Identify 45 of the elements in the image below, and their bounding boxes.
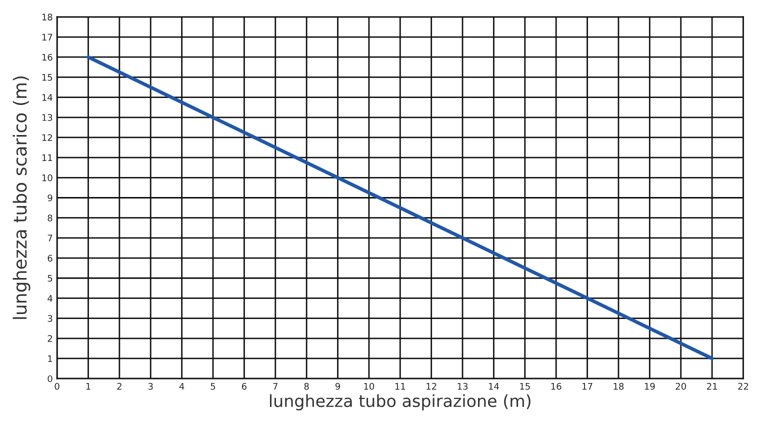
x-tick-label: 1 [86, 383, 90, 390]
x-tick-label: 8 [304, 382, 309, 390]
x-tick-label: 15 [520, 383, 530, 390]
y-axis-title: lunghezza tubo scarico (m) [12, 76, 30, 319]
x-tick-label: 10 [364, 382, 374, 390]
y-tick-label: 17 [42, 34, 52, 40]
x-tick-label: 17 [582, 383, 592, 390]
x-tick-label: 6 [242, 382, 246, 390]
y-tick-label: 0 [48, 375, 52, 382]
x-tick-label: 22 [738, 382, 748, 390]
x-tick-label: 7 [273, 383, 278, 390]
y-tick-label: 12 [42, 134, 52, 141]
y-tick-label: 2 [48, 335, 52, 342]
x-tick-label: 2 [117, 382, 122, 390]
y-tick-label: 7 [48, 234, 52, 242]
y-tick-label: 5 [48, 274, 52, 282]
x-tick-label: 4 [179, 383, 184, 390]
line-series [86, 55, 714, 360]
y-tick-label: 9 [48, 194, 52, 202]
y-tick-label: 1 [48, 355, 52, 362]
y-tick-label: 18 [42, 14, 52, 20]
y-tick-label: 6 [48, 254, 52, 262]
x-tick-label: 21 [706, 382, 717, 390]
y-tick-label: 16 [42, 54, 52, 61]
y-tick-label: 13 [42, 114, 52, 121]
y-tick-label: 4 [48, 295, 52, 302]
x-tick-label: 12 [426, 382, 436, 390]
y-tick-label: 14 [42, 94, 52, 101]
x-tick-label: 16 [551, 382, 562, 390]
x-tick-label: 5 [210, 383, 216, 390]
x-tick-label: 11 [395, 383, 406, 390]
x-tick-label: 3 [148, 382, 153, 390]
x-tick-label: 13 [458, 382, 468, 390]
x-tick-label: 19 [644, 382, 655, 390]
y-tick-label: 10 [42, 174, 52, 182]
y-tick-label: 15 [42, 74, 52, 81]
x-tick-label: 9 [335, 382, 340, 390]
x-tick-label: 18 [614, 382, 624, 390]
x-tick-label: 14 [488, 383, 499, 390]
y-tick-label: 3 [48, 315, 52, 322]
x-axis-title: lunghezza tubo aspirazione (m) [270, 394, 530, 410]
y-tick-label: 8 [48, 214, 52, 222]
y-tick-label: 11 [42, 154, 52, 161]
x-tick-label: 20 [676, 382, 686, 390]
x-tick-label: 0 [54, 382, 60, 390]
